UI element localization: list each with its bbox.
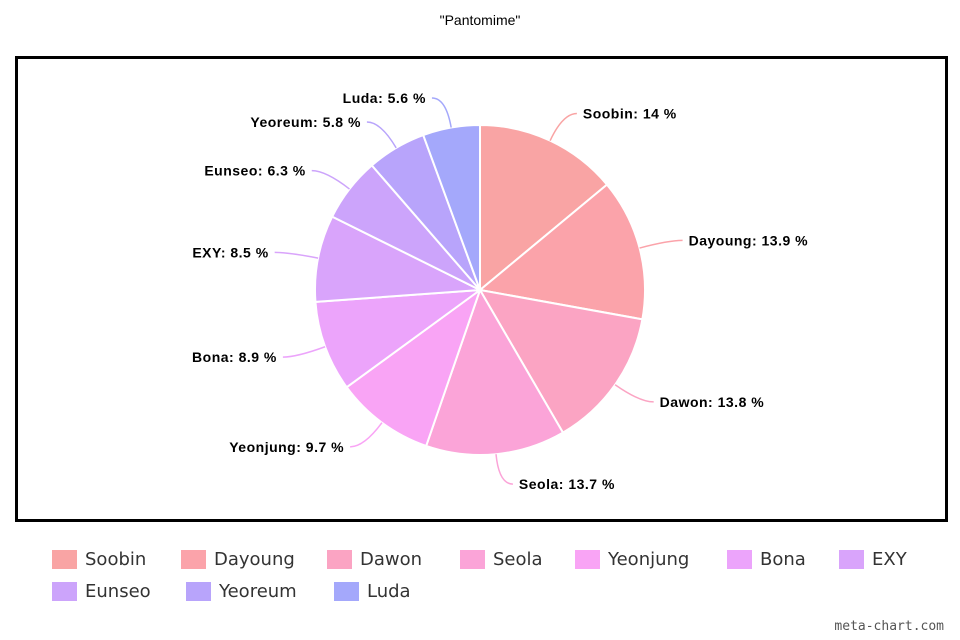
pie-slice-exy [314,215,484,303]
slice-label-bona: Bona: 8.9 % [192,349,277,365]
legend-label: Dayoung [214,548,295,570]
legend-label: Bona [760,548,806,570]
legend-swatch [181,549,206,569]
legend-item-dayoung: Dayoung [181,546,295,572]
legend-swatch [727,549,752,569]
slice-label-dayoung: Dayoung: 13.9 % [689,232,809,248]
slice-label-soobin: Soobin: 14 % [583,105,677,121]
legend-swatch [52,549,77,569]
slice-label-seola: Seola: 13.7 % [519,476,615,492]
leader-line-luda [431,97,452,128]
legend-item-bona: Bona [727,546,806,572]
legend-label: Dawon [360,548,423,570]
leader-line-exy [274,251,319,259]
legend-label: Eunseo [85,580,151,602]
leader-line-yeoreum [366,121,397,149]
slice-label-yeonjung: Yeonjung: 9.7 % [229,439,344,455]
legend-item-eunseo: Eunseo [52,578,151,604]
legend-label: EXY [872,548,907,570]
legend-swatch [839,549,864,569]
legend-label: Seola [493,548,543,570]
chart-title: "Pantomime" [439,12,521,28]
legend-item-seola: Seola [460,546,543,572]
legend-swatch [52,581,77,601]
legend-swatch [460,549,485,569]
legend-swatch [327,549,352,569]
legend-item-soobin: Soobin [52,546,146,572]
legend-swatch [186,581,211,601]
leader-line-bona [282,346,326,358]
leader-line-eunseo [311,169,350,190]
pie-slice-luda [421,123,481,291]
legend-label: Luda [367,580,411,602]
watermark: meta-chart.com [834,619,944,634]
legend-label: Yeoreum [219,580,297,602]
slice-label-eunseo: Eunseo: 6.3 % [204,163,305,179]
legend-label: Soobin [85,548,147,570]
leader-line-yeonjung [350,422,383,448]
slice-label-yeoreum: Yeoreum: 5.8 % [250,114,361,130]
chart-frame [15,56,948,522]
legend-item-yeonjung: Yeonjung [575,546,689,572]
legend-item-yeoreum: Yeoreum [186,578,297,604]
leader-line-soobin [549,112,577,141]
pie-slice-bona [314,288,484,389]
legend-label: Yeonjung [608,548,690,570]
legend-item-exy: EXY [839,546,907,572]
legend-item-luda: Luda [334,578,411,604]
legend-swatch [334,581,359,601]
legend-item-dawon: Dawon [327,546,422,572]
leader-line-seola [495,454,514,485]
leader-line-dawon [614,384,654,403]
leader-line-dayoung [639,239,683,249]
slice-label-exy: EXY: 8.5 % [192,244,268,260]
slice-label-dawon: Dawon: 13.8 % [660,394,765,410]
legend-swatch [575,549,600,569]
slice-label-luda: Luda: 5.6 % [343,90,426,106]
